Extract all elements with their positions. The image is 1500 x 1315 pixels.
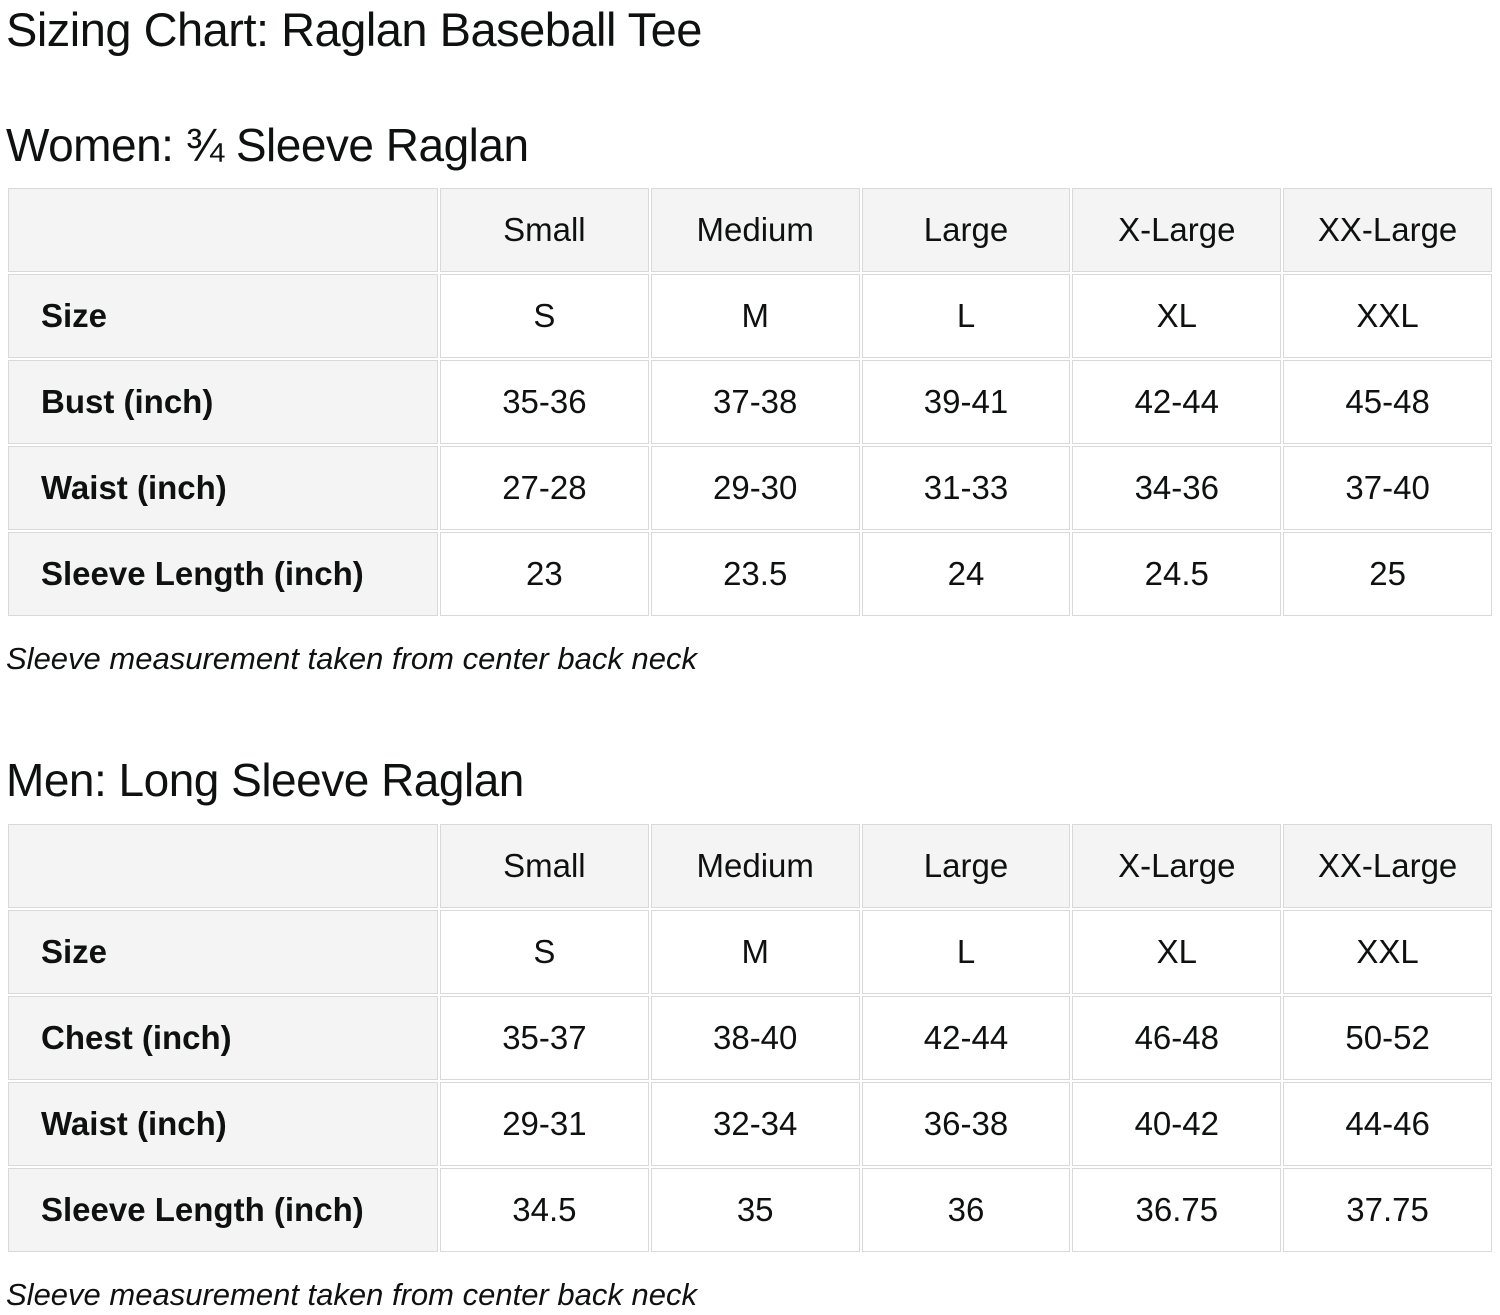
column-header-medium: Medium [650,824,860,909]
table-cell: 38-40 [650,996,860,1081]
table-cell: XL [1072,910,1282,995]
corner-cell [8,824,438,909]
table-cell: 35-37 [440,996,649,1081]
column-header-x-large: X-Large [1072,824,1282,909]
column-header-small: Small [440,824,649,909]
table-cell: 36.75 [1072,1168,1282,1253]
table-cell: L [861,274,1071,359]
men-section-heading: Men: Long Sleeve Raglan [6,754,524,807]
table-cell: 23 [440,532,649,617]
women-section-heading: Women: ¾ Sleeve Raglan [6,118,529,171]
table-cell: 35 [650,1168,860,1253]
table-cell: 45-48 [1283,360,1492,445]
women-sleeve-note: Sleeve measurement taken from center bac… [6,641,697,677]
row-label-size: Size [8,910,438,995]
women-sizing-table: Small Medium Large X-Large XX-Large Size… [6,186,1494,618]
table-cell: 34.5 [440,1168,649,1253]
table-cell: 29-31 [440,1082,649,1167]
page-title: Sizing Chart: Raglan Baseball Tee [6,3,702,56]
table-cell: 36 [861,1168,1071,1253]
women-sleeve-length-row: Sleeve Length (inch) 23 23.5 24 24.5 25 [8,532,1492,617]
row-label-sleeve-length: Sleeve Length (inch) [8,532,438,617]
table-cell: 44-46 [1283,1082,1492,1167]
table-cell: S [440,910,649,995]
men-sizing-table: Small Medium Large X-Large XX-Large Size… [6,822,1494,1254]
table-cell: 50-52 [1283,996,1492,1081]
men-size-row: Size S M L XL XXL [8,910,1492,995]
column-header-medium: Medium [650,188,860,273]
table-cell: M [650,910,860,995]
men-sleeve-length-row: Sleeve Length (inch) 34.5 35 36 36.75 37… [8,1168,1492,1253]
table-cell: 32-34 [650,1082,860,1167]
men-section: Men: Long Sleeve Raglan Small Medium Lar… [6,755,1492,1313]
table-cell: 34-36 [1072,446,1282,531]
column-header-large: Large [861,188,1071,273]
table-cell: 37.75 [1283,1168,1492,1253]
table-cell: 42-44 [1072,360,1282,445]
table-cell: 24.5 [1072,532,1282,617]
table-cell: 37-38 [650,360,860,445]
men-waist-row: Waist (inch) 29-31 32-34 36-38 40-42 44-… [8,1082,1492,1167]
table-cell: 23.5 [650,532,860,617]
men-chest-row: Chest (inch) 35-37 38-40 42-44 46-48 50-… [8,996,1492,1081]
corner-cell [8,188,438,273]
table-cell: 31-33 [861,446,1071,531]
table-cell: XXL [1283,274,1492,359]
table-cell: 29-30 [650,446,860,531]
table-cell: 37-40 [1283,446,1492,531]
men-header-row: Small Medium Large X-Large XX-Large [8,824,1492,909]
column-header-xx-large: XX-Large [1283,188,1492,273]
column-header-large: Large [861,824,1071,909]
column-header-small: Small [440,188,649,273]
row-label-chest: Chest (inch) [8,996,438,1081]
women-waist-row: Waist (inch) 27-28 29-30 31-33 34-36 37-… [8,446,1492,531]
row-label-bust: Bust (inch) [8,360,438,445]
row-label-waist: Waist (inch) [8,1082,438,1167]
table-cell: 46-48 [1072,996,1282,1081]
table-cell: 24 [861,532,1071,617]
women-section: Women: ¾ Sleeve Raglan Small Medium Larg… [6,120,1492,678]
column-header-x-large: X-Large [1072,188,1282,273]
table-cell: 42-44 [861,996,1071,1081]
women-bust-row: Bust (inch) 35-36 37-38 39-41 42-44 45-4… [8,360,1492,445]
table-cell: 35-36 [440,360,649,445]
table-cell: 36-38 [861,1082,1071,1167]
table-cell: 40-42 [1072,1082,1282,1167]
table-cell: XL [1072,274,1282,359]
table-cell: 27-28 [440,446,649,531]
table-cell: 25 [1283,532,1492,617]
men-sleeve-note: Sleeve measurement taken from center bac… [6,1277,697,1313]
women-size-row: Size S M L XL XXL [8,274,1492,359]
row-label-waist: Waist (inch) [8,446,438,531]
table-cell: M [650,274,860,359]
column-header-xx-large: XX-Large [1283,824,1492,909]
table-cell: S [440,274,649,359]
row-label-sleeve-length: Sleeve Length (inch) [8,1168,438,1253]
table-cell: L [861,910,1071,995]
table-cell: 39-41 [861,360,1071,445]
women-header-row: Small Medium Large X-Large XX-Large [8,188,1492,273]
row-label-size: Size [8,274,438,359]
table-cell: XXL [1283,910,1492,995]
